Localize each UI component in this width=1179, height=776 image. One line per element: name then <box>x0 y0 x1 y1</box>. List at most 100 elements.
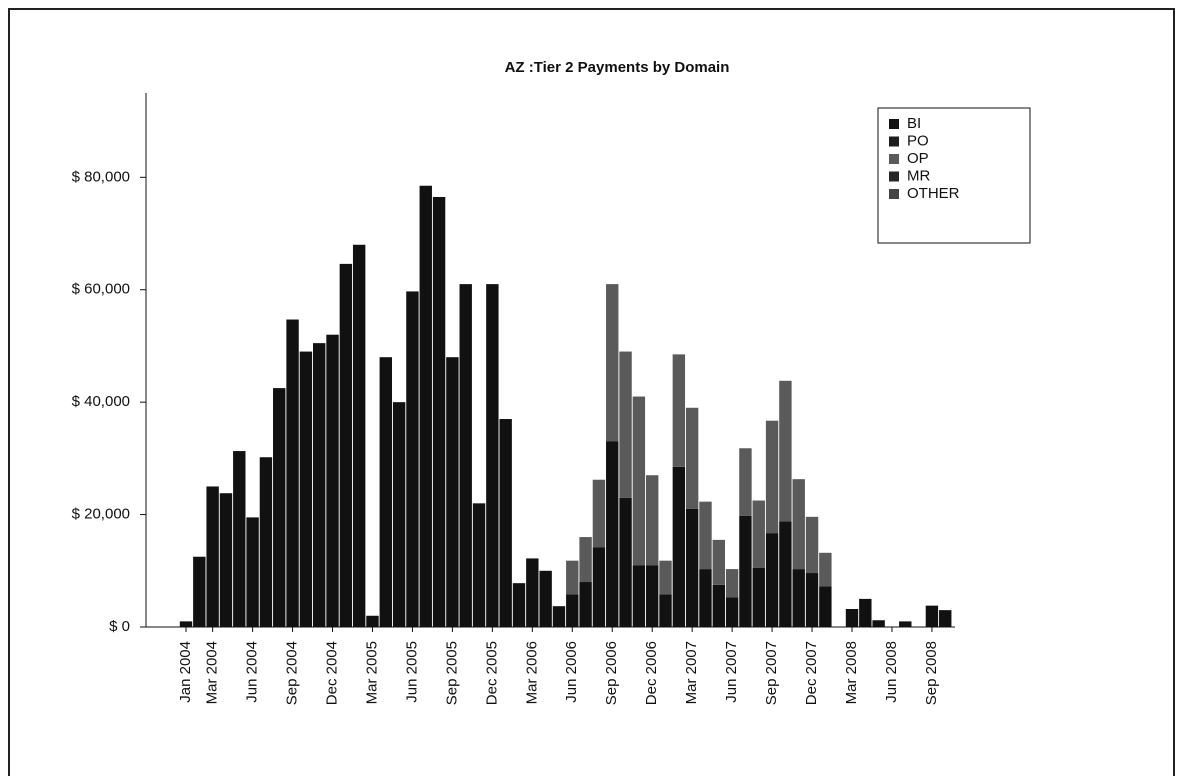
bar-segment <box>233 451 246 627</box>
bar-segment <box>899 621 912 627</box>
x-tick-label: Mar 2004 <box>204 641 221 704</box>
bar-segment <box>672 354 686 467</box>
bar-segment <box>606 284 619 442</box>
bar-segment <box>206 486 219 627</box>
bar-segment <box>632 565 646 627</box>
bar-segment <box>526 558 539 627</box>
y-tick-label: $ 0 <box>109 618 130 635</box>
bar-segment <box>739 515 752 627</box>
bar-segment <box>286 319 299 627</box>
bar-segment <box>672 466 686 627</box>
x-tick-label: Sep 2007 <box>763 641 780 705</box>
bar-segment <box>659 594 672 627</box>
bar-segment <box>725 569 739 598</box>
bar-segment <box>579 582 592 627</box>
bar-segment <box>699 501 712 570</box>
bar-segment <box>872 620 885 627</box>
bar-segment <box>765 533 779 627</box>
legend-swatch <box>889 119 899 129</box>
legend-swatch <box>889 171 899 182</box>
x-tick-label: Sep 2005 <box>443 641 460 705</box>
bar-segment <box>805 573 819 627</box>
bar-segment <box>779 380 792 522</box>
bar-segment <box>819 586 832 627</box>
legend-swatch <box>889 189 899 199</box>
bar-segment <box>259 457 273 627</box>
y-tick-label: $ 40,000 <box>72 393 130 410</box>
bar-segment <box>659 560 672 595</box>
bar-segment <box>352 244 366 627</box>
y-tick-label: $ 80,000 <box>72 168 130 185</box>
bar-segment <box>499 419 512 627</box>
legend-label: BI <box>907 115 921 132</box>
bar-segment <box>792 569 805 627</box>
bar-segment <box>845 609 859 627</box>
bar-segment <box>779 521 792 627</box>
legend <box>877 107 1031 244</box>
legend-swatch <box>889 136 899 147</box>
x-tick-label: Sep 2006 <box>603 641 620 705</box>
bar-segment <box>446 357 459 627</box>
bar-segment <box>566 560 579 595</box>
bar-segment <box>512 583 526 627</box>
x-tick-label: Mar 2005 <box>363 641 380 704</box>
bar-segment <box>752 567 765 627</box>
bar-segment <box>472 503 486 627</box>
bar-segment <box>699 569 712 627</box>
x-tick-label: Jan 2004 <box>177 641 194 703</box>
bar-segment <box>552 606 566 627</box>
bar-segment <box>592 547 606 627</box>
x-tick-label: Jun 2008 <box>883 641 900 703</box>
bar-segment <box>712 539 725 585</box>
x-tick-label: Sep 2004 <box>284 641 301 705</box>
bar-segment <box>739 448 752 516</box>
x-tick-label: Sep 2008 <box>923 641 940 705</box>
bar-segment <box>606 441 619 627</box>
bar-segment <box>313 343 326 627</box>
bar-segment <box>539 570 552 627</box>
bar-segment <box>939 610 952 627</box>
bar-segment <box>339 263 353 627</box>
legend-swatch <box>889 154 899 164</box>
x-tick-label: Dec 2004 <box>323 641 340 705</box>
bar-segment <box>632 396 646 566</box>
bar-segment <box>366 615 379 627</box>
x-tick-label: Mar 2006 <box>523 641 540 704</box>
bar-segment <box>725 597 739 627</box>
y-tick-label: $ 60,000 <box>72 281 130 298</box>
bar-segment <box>579 537 592 583</box>
bar-segment <box>406 291 419 627</box>
bar-segment <box>859 598 872 627</box>
x-tick-label: Jun 2005 <box>403 641 420 703</box>
bar-segment <box>219 493 233 627</box>
bar-segment <box>619 497 632 627</box>
bar-segment <box>246 517 259 627</box>
x-tick-label: Mar 2007 <box>683 641 700 704</box>
x-tick-label: Jun 2007 <box>723 641 740 703</box>
bar-segment <box>193 556 206 627</box>
frame <box>8 8 1175 776</box>
bar-segment <box>712 584 725 627</box>
bar-segment <box>646 475 659 566</box>
bar-segment <box>419 185 432 627</box>
bar-segment <box>486 284 499 627</box>
bar-segment <box>752 500 765 568</box>
x-tick-label: Jun 2006 <box>563 641 580 703</box>
y-tick-label: $ 20,000 <box>72 506 130 523</box>
bar-segment <box>392 402 406 627</box>
bar-segment <box>299 351 313 627</box>
bar-segment <box>432 196 446 627</box>
bar-segment <box>273 388 286 627</box>
bar-segment <box>792 479 805 570</box>
bar-segment <box>619 351 632 498</box>
bar-segment <box>566 594 579 627</box>
legend-label: OTHER <box>907 185 960 202</box>
bar-segment <box>459 284 472 627</box>
bar-segment <box>592 479 606 548</box>
x-tick-label: Dec 2007 <box>803 641 820 705</box>
bar-segment <box>685 407 699 509</box>
bar-segment <box>326 334 339 627</box>
bar-segment <box>765 420 779 534</box>
x-tick-label: Mar 2008 <box>843 641 860 704</box>
